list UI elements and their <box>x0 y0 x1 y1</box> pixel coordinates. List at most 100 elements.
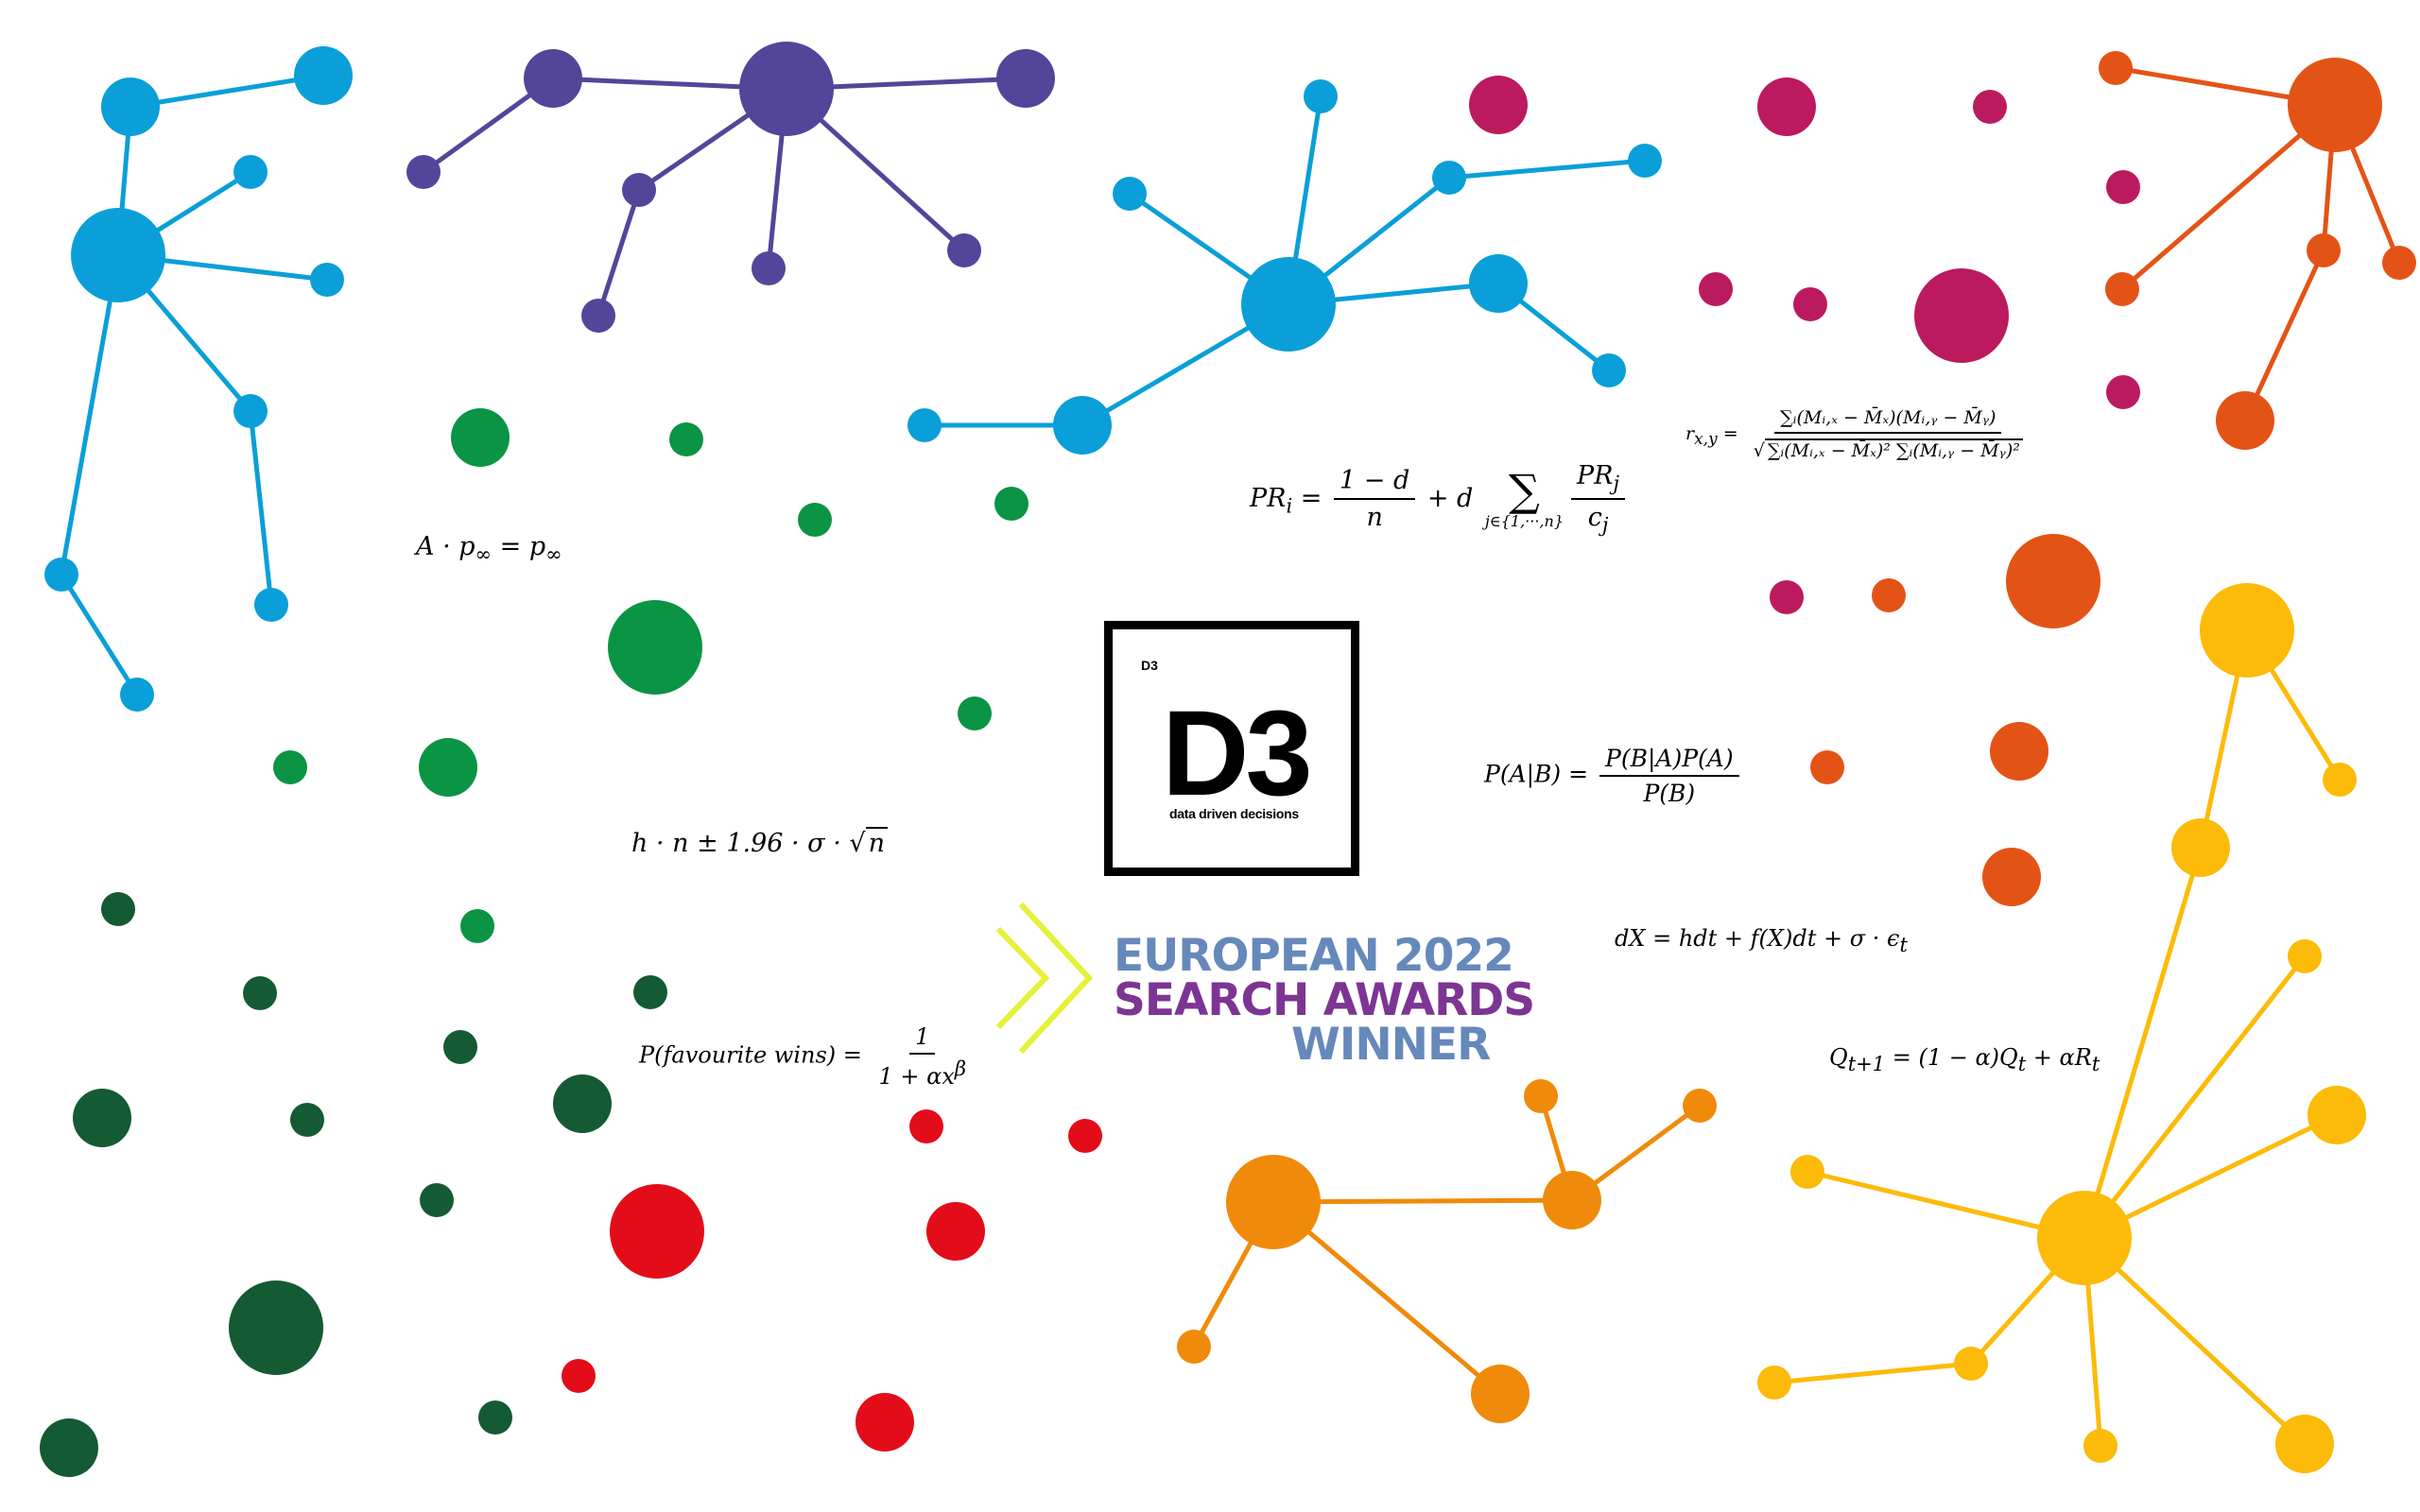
network-node <box>1699 272 1733 306</box>
network-node <box>1053 396 1112 455</box>
formula-subscript: t <box>1899 933 1908 956</box>
formula-interval: h · n ± 1.96 · σ · √ n <box>631 827 888 856</box>
network-node <box>608 600 702 695</box>
network-node <box>2275 1415 2334 1473</box>
network-node <box>1757 77 1816 136</box>
network-node <box>1770 580 1804 614</box>
network-node <box>478 1400 512 1435</box>
network-node <box>290 1103 324 1137</box>
formula-text: r <box>1685 423 1695 444</box>
network-node <box>581 299 615 333</box>
network-node <box>2083 1429 2118 1463</box>
network-node <box>752 251 786 285</box>
network-node <box>994 487 1028 521</box>
network-node <box>1543 1171 1601 1229</box>
summation-sign: ∑ <box>1509 465 1540 517</box>
network-node <box>310 263 344 297</box>
network-edge <box>1806 1169 2085 1241</box>
network-node <box>1757 1366 1791 1400</box>
network-node <box>856 1393 914 1452</box>
network-node <box>2171 818 2230 877</box>
network-node <box>254 588 288 622</box>
formula-text: PR <box>1577 461 1614 490</box>
network-node <box>1793 287 1827 321</box>
network-node <box>233 394 268 428</box>
network-node <box>2216 391 2274 450</box>
fraction-numerator: P(B|A)P(A) <box>1599 747 1739 777</box>
network-node <box>1524 1079 1558 1113</box>
logo-wordmark: D3 <box>1162 686 1313 821</box>
network-node <box>2105 272 2139 306</box>
network-node <box>2006 534 2100 628</box>
network-edge <box>59 254 121 576</box>
network-node <box>294 46 353 105</box>
logo-small-text: D3 <box>1141 658 1158 673</box>
formula-correlation: rx,y = ∑ᵢ(Mᵢ,ₓ − M̄ₓ)(Mᵢ,ᵧ − M̄ᵧ) √ ∑ᵢ(Mᵢ,… <box>1685 409 2032 460</box>
network-node <box>419 738 477 797</box>
network-node <box>443 1030 477 1064</box>
fraction-denominator: √ ∑ᵢ(Mᵢ,ₓ − M̄ₓ)² ∑ᵢ(Mᵢ,ᵧ − M̄ᵧ)² <box>1748 434 2029 460</box>
fraction-denominator: 1 + αxβ <box>873 1055 973 1089</box>
formula-subscript: j <box>1613 472 1620 495</box>
network-node <box>2288 939 2322 973</box>
network-node <box>120 678 154 712</box>
network-node <box>44 558 78 592</box>
network-node <box>2099 51 2133 85</box>
network-node <box>2037 1191 2132 1285</box>
network-node <box>40 1418 98 1477</box>
formula-text: P(A|B) = <box>1484 760 1597 788</box>
network-node <box>2288 58 2382 152</box>
network-edge <box>1773 1361 1972 1385</box>
network-node <box>460 909 494 943</box>
network-node <box>101 77 160 136</box>
formula-text: = <box>1292 483 1331 513</box>
summation-range: j∈{1,···,n} <box>1484 512 1564 531</box>
network-edge <box>2083 1236 2307 1446</box>
formula-text: Q <box>1829 1044 1848 1071</box>
formula-text: = p <box>492 532 546 561</box>
formula-text: h · n ± 1.96 · σ · <box>631 829 850 858</box>
formula-text: = <box>1717 423 1744 444</box>
award-line-1: EUROPEAN 2022 <box>1114 930 1514 982</box>
d3-logo: D3 D3 data driven decisions <box>1104 621 1359 876</box>
network-node <box>1592 353 1626 387</box>
network-node <box>1471 1365 1530 1423</box>
network-node <box>1990 722 2048 781</box>
formula-subscript: ∞ <box>475 542 493 566</box>
award-chevron-icon <box>995 902 1094 1054</box>
formula-qlearning: Qt+1 = (1 − α)Qt + αRt <box>1829 1046 2100 1074</box>
formula-text: = (1 − α)Q <box>1885 1044 2018 1071</box>
formula-subscript: x,y <box>1694 429 1718 449</box>
network-node <box>1469 76 1528 134</box>
formula-bayes: P(A|B) = P(B|A)P(A) P(B) <box>1484 747 1743 805</box>
network-node <box>2106 170 2140 204</box>
network-node <box>406 155 441 189</box>
formula-stationary: A · p∞ = p∞ <box>416 534 562 564</box>
network-node <box>243 976 277 1010</box>
network-node <box>2308 1086 2366 1144</box>
network-edge <box>59 573 140 696</box>
network-node <box>71 208 165 302</box>
network-edge <box>130 73 324 110</box>
fraction-denominator: cj <box>1582 500 1615 535</box>
network-edge <box>2082 847 2204 1239</box>
network-node <box>553 1074 612 1133</box>
network-node <box>1113 177 1147 211</box>
formula-subscript: i <box>1286 494 1293 518</box>
network-node <box>1683 1089 1717 1123</box>
fraction-denominator: n <box>1366 503 1383 533</box>
network-node <box>996 49 1055 108</box>
sqrt-sign: √ <box>1753 440 1765 461</box>
formula-subscript: ∞ <box>545 542 562 566</box>
network-node <box>958 696 992 730</box>
network-node <box>1628 144 1662 178</box>
network-node <box>1226 1155 1321 1249</box>
network-node <box>610 1184 704 1279</box>
network-node <box>229 1280 323 1375</box>
logo-tagline: data driven decisions <box>1169 806 1299 821</box>
network-edge <box>1448 158 1646 180</box>
summation: ∑ j∈{1,···,n} <box>1485 469 1564 529</box>
